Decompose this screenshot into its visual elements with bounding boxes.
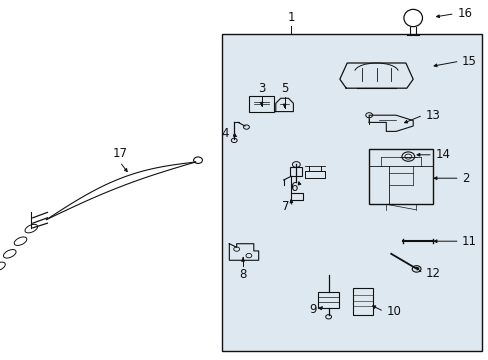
Text: 16: 16 xyxy=(456,7,471,20)
Text: 1: 1 xyxy=(286,12,294,24)
Text: 5: 5 xyxy=(280,82,288,95)
Bar xyxy=(352,288,372,315)
Text: 14: 14 xyxy=(434,148,449,161)
Text: 7: 7 xyxy=(282,201,289,213)
Bar xyxy=(249,96,273,112)
Text: 4: 4 xyxy=(221,127,228,140)
Text: 6: 6 xyxy=(290,181,297,194)
Text: 13: 13 xyxy=(425,109,439,122)
Text: 2: 2 xyxy=(461,172,468,185)
Text: 11: 11 xyxy=(461,235,476,248)
Text: 12: 12 xyxy=(425,267,440,280)
Bar xyxy=(222,34,481,351)
Text: 17: 17 xyxy=(112,147,127,160)
Text: 10: 10 xyxy=(386,305,400,318)
Bar xyxy=(368,148,432,204)
Text: 15: 15 xyxy=(461,55,476,68)
Bar xyxy=(290,167,302,176)
Bar xyxy=(317,292,339,308)
Text: 3: 3 xyxy=(257,82,265,95)
Text: 8: 8 xyxy=(239,268,246,281)
Text: 9: 9 xyxy=(309,303,316,316)
